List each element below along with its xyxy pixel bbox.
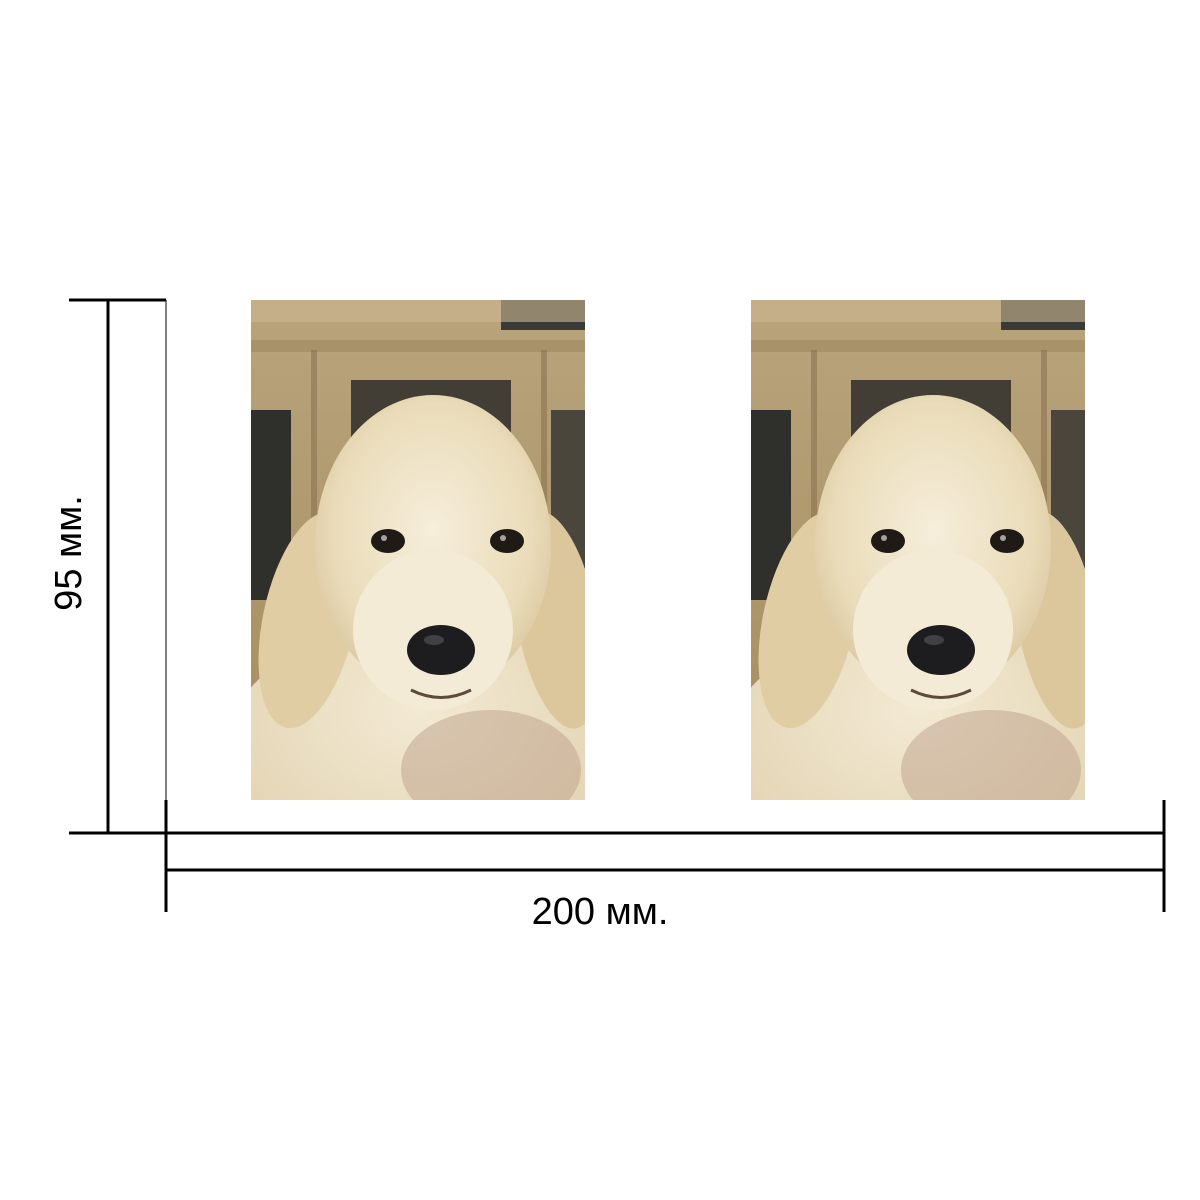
height-label: 95 мм. [48, 495, 90, 611]
puppy-image [251, 300, 585, 800]
puppy-photo-left [251, 300, 585, 800]
width-label: 200 мм. [531, 891, 669, 933]
puppy-photo-right [751, 300, 1085, 800]
puppy-image [751, 300, 1085, 800]
